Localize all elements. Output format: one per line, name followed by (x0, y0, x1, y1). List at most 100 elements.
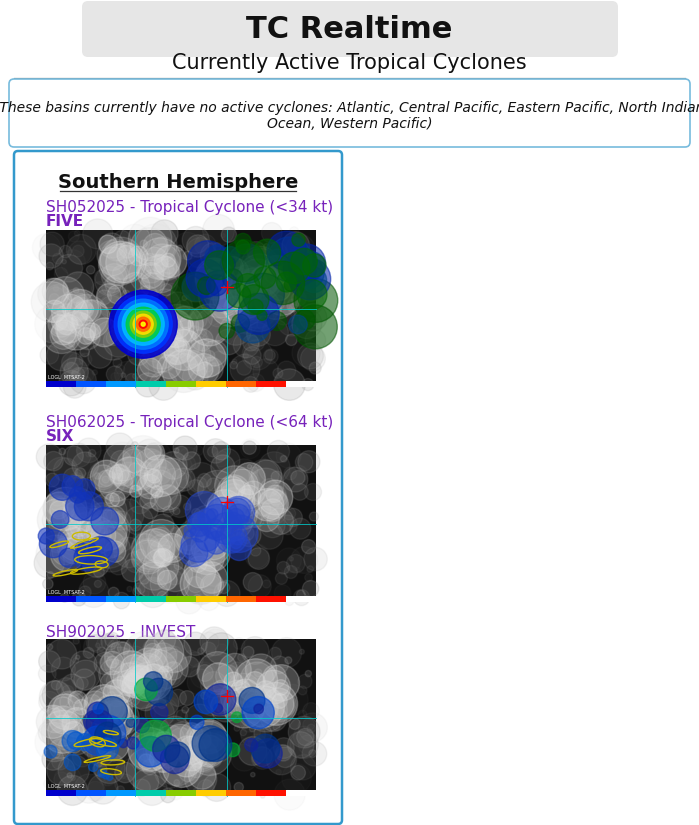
Circle shape (222, 495, 249, 521)
Circle shape (79, 353, 92, 365)
Circle shape (163, 724, 198, 759)
Circle shape (73, 747, 92, 767)
Circle shape (264, 279, 300, 315)
Circle shape (136, 754, 150, 766)
Circle shape (162, 284, 181, 302)
Circle shape (192, 510, 222, 540)
Circle shape (199, 505, 239, 544)
Circle shape (143, 591, 149, 596)
Circle shape (162, 292, 192, 323)
Circle shape (129, 246, 148, 266)
Circle shape (161, 310, 191, 339)
Circle shape (238, 485, 261, 509)
Circle shape (38, 665, 56, 682)
Circle shape (161, 789, 175, 803)
Circle shape (84, 710, 106, 733)
Circle shape (171, 527, 180, 537)
Circle shape (190, 490, 221, 521)
Circle shape (71, 322, 81, 332)
Circle shape (140, 276, 149, 284)
Circle shape (37, 498, 81, 541)
Circle shape (85, 697, 94, 706)
Circle shape (117, 245, 136, 265)
Circle shape (264, 242, 288, 266)
Circle shape (162, 350, 205, 393)
Circle shape (185, 492, 223, 529)
Circle shape (206, 749, 219, 761)
Circle shape (154, 486, 181, 512)
Circle shape (254, 506, 280, 531)
Circle shape (143, 337, 168, 362)
Circle shape (216, 449, 240, 473)
Circle shape (151, 315, 173, 337)
Circle shape (124, 358, 149, 384)
Circle shape (97, 483, 102, 488)
Circle shape (238, 737, 267, 766)
Circle shape (63, 290, 99, 325)
Circle shape (248, 548, 269, 569)
Circle shape (291, 248, 317, 275)
Circle shape (196, 308, 231, 342)
Circle shape (154, 257, 177, 280)
Circle shape (83, 726, 113, 756)
Circle shape (122, 290, 130, 298)
Circle shape (140, 272, 164, 296)
Circle shape (45, 706, 60, 721)
Circle shape (59, 549, 78, 568)
Circle shape (166, 726, 189, 749)
Circle shape (220, 515, 258, 553)
Circle shape (132, 534, 159, 561)
Circle shape (263, 688, 294, 719)
Circle shape (50, 294, 59, 304)
Circle shape (267, 231, 307, 271)
Circle shape (220, 314, 252, 345)
Circle shape (212, 351, 228, 367)
Circle shape (273, 368, 283, 378)
Circle shape (291, 546, 317, 573)
Circle shape (83, 572, 106, 594)
Circle shape (199, 528, 222, 550)
Circle shape (220, 681, 254, 714)
Circle shape (175, 350, 208, 383)
Circle shape (251, 460, 282, 491)
Circle shape (195, 234, 216, 256)
Circle shape (138, 308, 152, 322)
Circle shape (143, 233, 167, 257)
Circle shape (69, 341, 75, 347)
Circle shape (89, 521, 127, 559)
Circle shape (291, 755, 316, 780)
Circle shape (139, 350, 167, 377)
Circle shape (243, 646, 254, 658)
Circle shape (99, 470, 115, 486)
Circle shape (82, 550, 110, 577)
Circle shape (271, 259, 292, 281)
Circle shape (110, 679, 125, 694)
Circle shape (60, 593, 69, 602)
Circle shape (113, 266, 129, 282)
Circle shape (207, 509, 218, 520)
Circle shape (189, 749, 208, 767)
Circle shape (43, 315, 81, 354)
Circle shape (155, 757, 186, 788)
Circle shape (142, 502, 158, 519)
Circle shape (145, 678, 173, 705)
Circle shape (98, 684, 104, 691)
Circle shape (47, 572, 54, 578)
Circle shape (210, 498, 253, 541)
Circle shape (152, 735, 180, 762)
Circle shape (50, 490, 65, 507)
Circle shape (69, 318, 78, 327)
Circle shape (187, 577, 203, 592)
Circle shape (116, 446, 159, 490)
Circle shape (291, 483, 308, 500)
Circle shape (78, 328, 94, 344)
Circle shape (97, 696, 127, 727)
Circle shape (115, 324, 135, 344)
Circle shape (269, 648, 281, 659)
Bar (286, 381, 316, 387)
Circle shape (245, 248, 275, 278)
Circle shape (71, 660, 101, 690)
Circle shape (207, 478, 220, 491)
Circle shape (142, 759, 157, 775)
Circle shape (164, 264, 174, 274)
